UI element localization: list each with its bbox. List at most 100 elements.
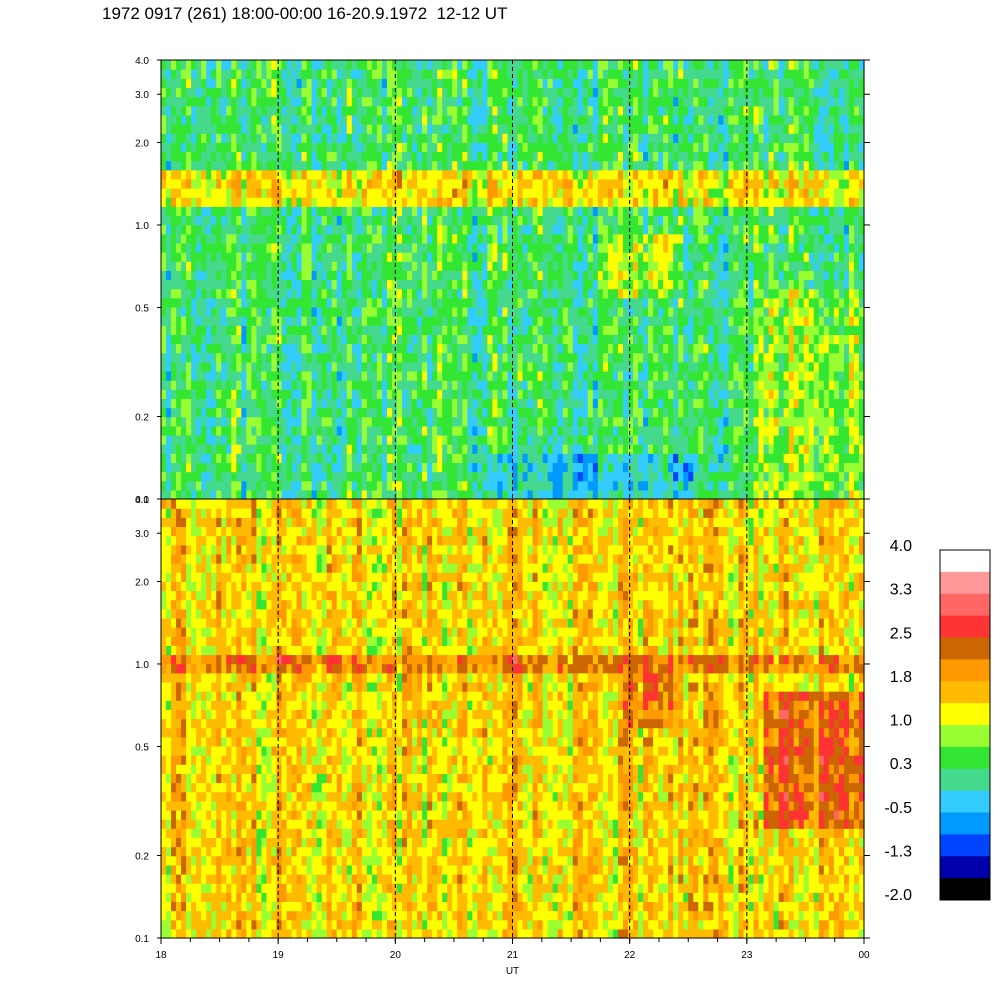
heatmap-cell	[467, 472, 473, 482]
heatmap-cell	[618, 417, 624, 427]
heatmap-cell	[387, 280, 393, 290]
heatmap-cell	[161, 307, 167, 317]
heatmap-cell	[357, 78, 363, 88]
heatmap-cell	[653, 408, 659, 418]
heatmap-cell	[432, 161, 438, 171]
heatmap-cell	[593, 69, 599, 79]
heatmap-cell	[352, 435, 358, 445]
heatmap-cell	[297, 481, 303, 491]
heatmap-cell	[553, 408, 559, 418]
heatmap-cell	[186, 215, 192, 225]
heatmap-cell	[432, 87, 438, 97]
heatmap-cell	[583, 444, 589, 454]
heatmap-cell	[502, 179, 508, 189]
heatmap-cell	[673, 380, 679, 390]
heatmap-cell	[191, 380, 197, 390]
heatmap-cell	[437, 188, 443, 198]
heatmap-cell	[322, 353, 328, 363]
heatmap-cell	[608, 362, 614, 372]
heatmap-cell	[261, 289, 267, 299]
heatmap-cell	[397, 435, 403, 445]
heatmap-cell	[678, 298, 684, 308]
heatmap-cell	[377, 362, 383, 372]
heatmap-cell	[231, 398, 237, 408]
heatmap-cell	[663, 78, 669, 88]
heatmap-cell	[302, 289, 308, 299]
heatmap-cell	[377, 426, 383, 436]
heatmap-cell	[261, 215, 267, 225]
heatmap-cell	[513, 124, 519, 134]
heatmap-cell	[206, 398, 212, 408]
heatmap-cell	[196, 472, 202, 482]
heatmap-cell	[497, 261, 503, 271]
heatmap-cell	[387, 389, 393, 399]
heatmap-cell	[467, 124, 473, 134]
heatmap-cell	[472, 69, 478, 79]
heatmap-cell	[487, 97, 493, 107]
heatmap-cell	[573, 444, 579, 454]
heatmap-cell	[447, 316, 453, 326]
heatmap-cell	[588, 161, 594, 171]
heatmap-cell	[608, 435, 614, 445]
heatmap-cell	[568, 170, 574, 180]
heatmap-cell	[482, 490, 488, 500]
heatmap-cell	[673, 316, 679, 326]
heatmap-cell	[307, 115, 313, 125]
heatmap-cell	[196, 142, 202, 152]
heatmap-cell	[673, 408, 679, 418]
heatmap-cell	[663, 252, 669, 262]
heatmap-cell	[246, 289, 252, 299]
heatmap-cell	[417, 69, 423, 79]
heatmap-cell	[437, 371, 443, 381]
heatmap-cell	[648, 417, 654, 427]
heatmap-cell	[307, 389, 313, 399]
heatmap-cell	[337, 261, 343, 271]
heatmap-cell	[201, 398, 207, 408]
heatmap-cell	[372, 60, 378, 70]
heatmap-cell	[523, 490, 529, 500]
heatmap-cell	[513, 398, 519, 408]
heatmap-cell	[668, 453, 674, 463]
heatmap-cell	[292, 170, 298, 180]
heatmap-cell	[282, 481, 288, 491]
heatmap-cell	[196, 481, 202, 491]
heatmap-cell	[206, 280, 212, 290]
heatmap-cell	[633, 472, 639, 482]
heatmap-cell	[648, 179, 654, 189]
heatmap-cell	[206, 426, 212, 436]
heatmap-cell	[558, 270, 564, 280]
heatmap-cell	[266, 462, 272, 472]
heatmap-cell	[623, 215, 629, 225]
heatmap-cell	[472, 133, 478, 143]
heatmap-cell	[402, 243, 408, 253]
heatmap-cell	[261, 280, 267, 290]
heatmap-cell	[663, 225, 669, 235]
heatmap-cell	[322, 435, 328, 445]
heatmap-cell	[623, 472, 629, 482]
heatmap-cell	[226, 179, 232, 189]
heatmap-cell	[307, 252, 313, 262]
heatmap-cell	[447, 151, 453, 161]
heatmap-cell	[201, 78, 207, 88]
heatmap-cell	[492, 161, 498, 171]
heatmap-cell	[603, 225, 609, 235]
heatmap-cell	[271, 280, 277, 290]
heatmap-cell	[568, 435, 574, 445]
heatmap-cell	[673, 325, 679, 335]
heatmap-cell	[302, 124, 308, 134]
heatmap-cell	[678, 124, 684, 134]
heatmap-cell	[337, 243, 343, 253]
heatmap-cell	[643, 316, 649, 326]
heatmap-cell	[206, 353, 212, 363]
heatmap-cell	[241, 371, 247, 381]
heatmap-cell	[598, 453, 604, 463]
heatmap-cell	[372, 151, 378, 161]
heatmap-cell	[432, 234, 438, 244]
heatmap-cell	[528, 170, 534, 180]
heatmap-cell	[673, 106, 679, 116]
heatmap-cell	[181, 261, 187, 271]
heatmap-cell	[276, 462, 282, 472]
heatmap-cell	[663, 270, 669, 280]
heatmap-cell	[658, 78, 664, 88]
heatmap-cell	[251, 225, 257, 235]
